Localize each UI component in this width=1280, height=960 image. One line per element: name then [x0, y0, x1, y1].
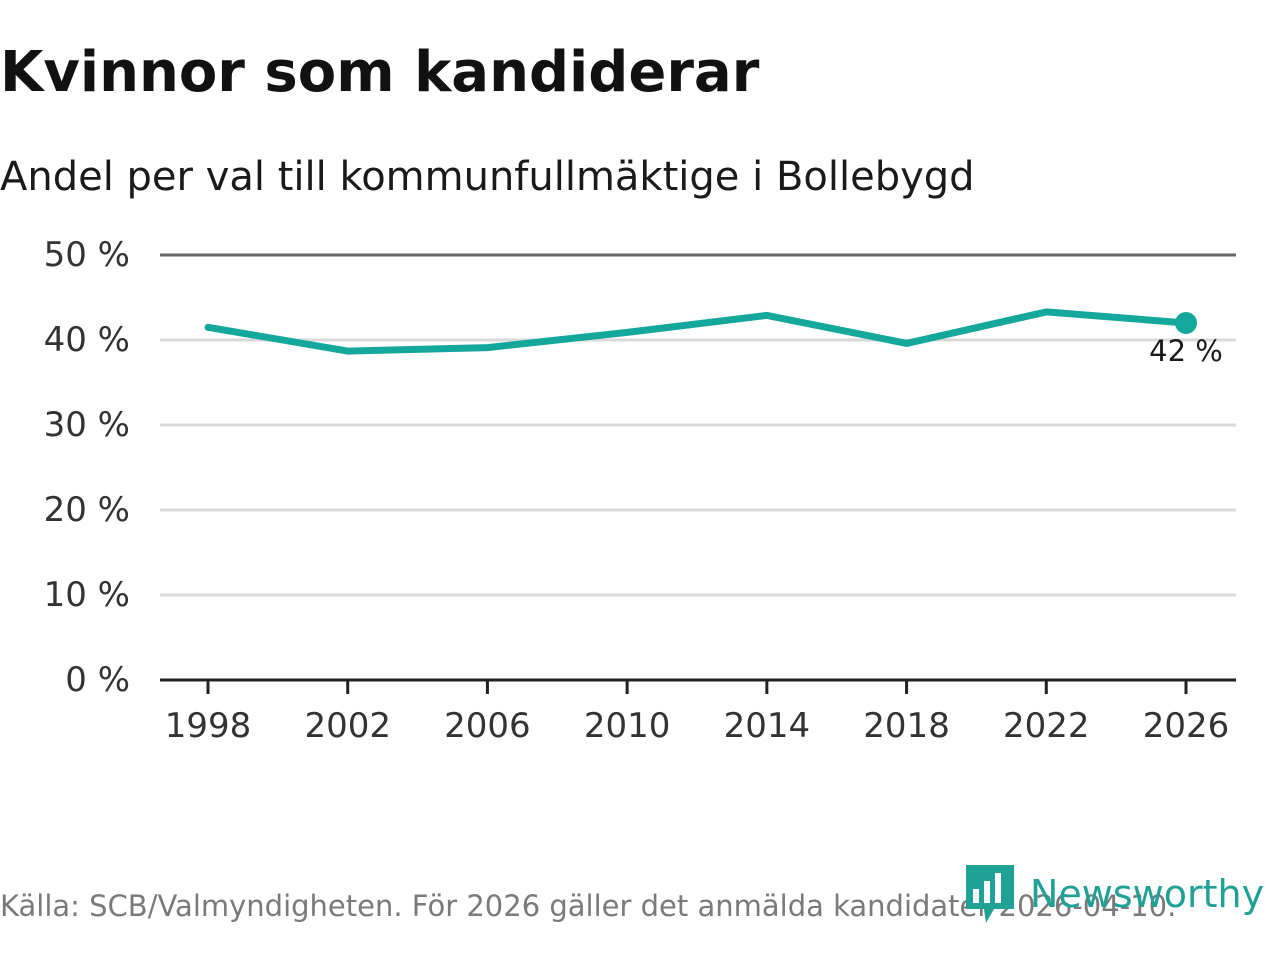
y-tick-label: 40 % — [44, 320, 130, 360]
brand-name: Newsworthy — [1030, 872, 1265, 916]
newsworthy-logo-icon — [966, 865, 1014, 923]
y-tick-label: 0 % — [65, 660, 130, 700]
x-tick-label: 2002 — [304, 706, 391, 746]
x-tick-label: 2026 — [1143, 706, 1230, 746]
chart-subtitle: Andel per val till kommunfullmäktige i B… — [0, 154, 975, 200]
x-tick-label: 2014 — [724, 706, 811, 746]
line-chart: 0 % 10 % 20 % 30 % 40 % 50 % 1998 2002 2006 2010… — [44, 235, 1236, 746]
y-tick-label: 50 % — [44, 235, 130, 275]
series-layer: 42 % — [204, 308, 1223, 368]
brand: Newsworthy — [964, 862, 1264, 926]
grid-lines — [160, 253, 1236, 597]
chart-title: Kvinnor som kandiderar — [0, 40, 760, 105]
y-tick-label: 10 % — [44, 575, 130, 615]
x-tick-label: 1998 — [165, 706, 252, 746]
y-tick-label: 30 % — [44, 405, 130, 445]
y-tick-label: 20 % — [44, 490, 130, 530]
series-line — [204, 308, 1190, 355]
last-point-label: 42 % — [1149, 334, 1223, 368]
x-tick-label: 2006 — [444, 706, 531, 746]
y-axis-ticks: 0 % 10 % 20 % 30 % 40 % 50 % — [44, 235, 130, 700]
x-tick-label: 2018 — [863, 706, 950, 746]
x-tick-label: 2022 — [1003, 706, 1090, 746]
x-tick-label: 2010 — [584, 706, 671, 746]
last-point-marker — [1175, 312, 1197, 334]
x-axis-ticks: 1998 2002 2006 2010 2014 2018 2022 2026 — [165, 680, 1230, 746]
